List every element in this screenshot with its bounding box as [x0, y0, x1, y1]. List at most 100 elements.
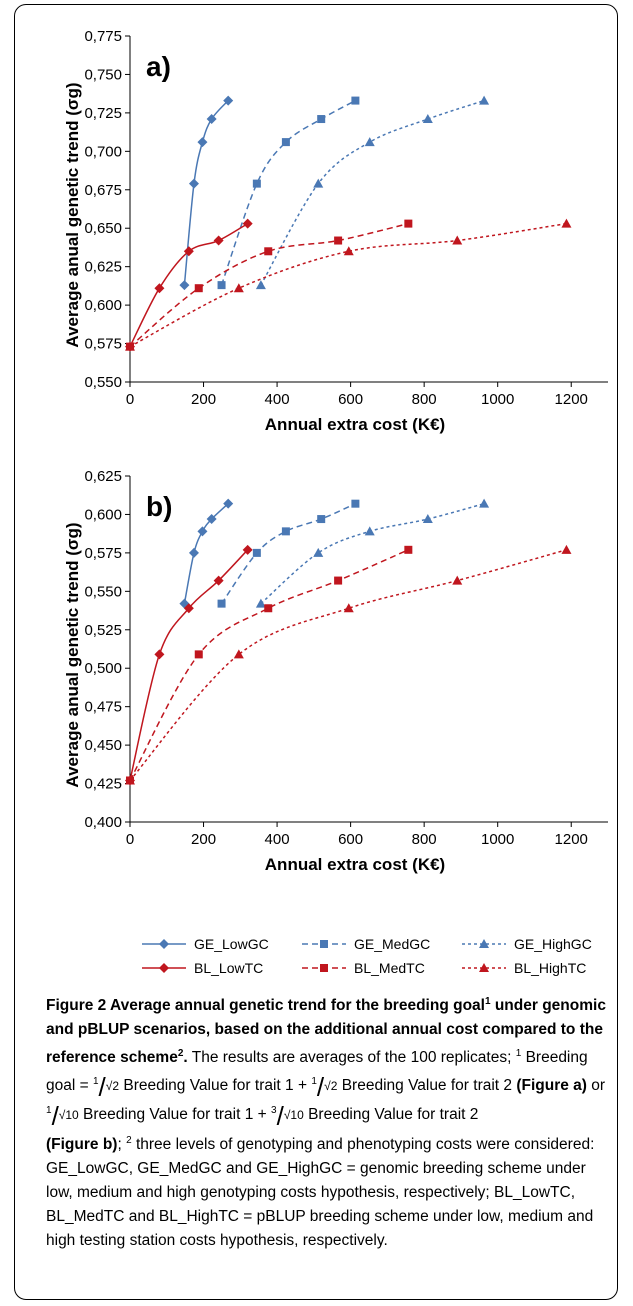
data-point [264, 604, 272, 612]
legend-item: BL_HighTC [460, 960, 620, 976]
y-tick-label: 0,450 [84, 737, 122, 754]
x-axis-label: Annual extra cost (K€) [265, 855, 445, 874]
figure-caption: Figure 2 Average annual genetic trend fo… [46, 990, 606, 1253]
y-tick-label: 0,750 [84, 66, 122, 83]
series-line [222, 504, 356, 604]
series-line [130, 550, 248, 781]
y-tick-label: 0,725 [84, 105, 122, 122]
y-tick-label: 0,575 [84, 545, 122, 562]
y-tick-label: 0,550 [84, 374, 122, 391]
x-tick-label: 600 [338, 831, 363, 848]
data-point [195, 650, 203, 658]
y-tick-label: 0,425 [84, 776, 122, 793]
y-tick-label: 0,600 [84, 297, 122, 314]
series-line [261, 504, 484, 604]
y-tick-label: 0,775 [84, 28, 122, 45]
legend-item: GE_HighGC [460, 936, 620, 952]
y-tick-label: 0,625 [84, 468, 122, 485]
x-tick-label: 200 [191, 391, 216, 408]
data-point [317, 515, 325, 523]
series-line [184, 101, 228, 286]
series-line [130, 550, 566, 781]
x-tick-label: 400 [265, 391, 290, 408]
data-point [253, 180, 261, 188]
x-tick-label: 800 [412, 831, 437, 848]
legend-marker [159, 939, 169, 949]
y-tick-label: 0,700 [84, 143, 122, 160]
x-tick-label: 400 [265, 831, 290, 848]
legend-swatch [300, 937, 348, 951]
chart-panel-a: 0,550 0,575 0,600 0,625 0,650 0,675 0,700 0,725… [0, 0, 633, 440]
legend-swatch [140, 937, 188, 951]
data-point [179, 280, 189, 290]
data-point [189, 179, 199, 189]
data-point [334, 237, 342, 245]
series-line [261, 101, 484, 286]
x-tick-label: 1200 [555, 391, 588, 408]
series-line [222, 101, 356, 286]
x-tick-label: 800 [412, 391, 437, 408]
y-tick-label: 0,525 [84, 622, 122, 639]
legend-swatch [460, 961, 508, 975]
x-tick-label: 0 [126, 391, 134, 408]
data-point [334, 577, 342, 585]
data-point [234, 649, 244, 658]
data-point [189, 548, 199, 558]
data-point [154, 283, 164, 293]
data-point [197, 526, 207, 536]
legend-swatch [460, 937, 508, 951]
x-tick-label: 600 [338, 391, 363, 408]
y-tick-label: 0,625 [84, 259, 122, 276]
data-point [154, 649, 164, 659]
chart-panel-b: 0,400 0,425 0,450 0,475 0,500 0,525 0,550 0,575… [0, 440, 633, 880]
data-point [197, 137, 207, 147]
data-point [282, 527, 290, 535]
data-point [561, 545, 571, 554]
data-point [218, 600, 226, 608]
chart-legend: GE_LowGC GE_MedGC GE_HighGC BL_LowTC BL_… [140, 932, 620, 980]
data-point [365, 526, 375, 535]
series-line [130, 550, 408, 781]
y-tick-label: 0,575 [84, 336, 122, 353]
data-point [351, 500, 359, 508]
data-point [452, 236, 462, 245]
panel-label: a) [146, 51, 171, 82]
data-point [351, 97, 359, 105]
y-tick-label: 0,400 [84, 814, 122, 831]
x-tick-label: 1000 [481, 391, 514, 408]
data-point [243, 219, 253, 229]
legend-item: BL_MedTC [300, 960, 460, 976]
legend-item: GE_MedGC [300, 936, 460, 952]
y-tick-label: 0,675 [84, 182, 122, 199]
x-tick-label: 1000 [481, 831, 514, 848]
x-tick-label: 0 [126, 831, 134, 848]
data-point [404, 220, 412, 228]
y-tick-label: 0,550 [84, 583, 122, 600]
data-point [365, 137, 375, 146]
y-tick-label: 0,500 [84, 660, 122, 677]
data-point [218, 281, 226, 289]
data-point [344, 246, 354, 255]
legend-marker [159, 963, 169, 973]
y-axis-label: Average anual genetic trend (σg) [63, 82, 82, 347]
data-point [214, 236, 224, 246]
series-line [130, 224, 408, 347]
data-point [195, 284, 203, 292]
y-tick-label: 0,650 [84, 220, 122, 237]
legend-marker [320, 940, 328, 948]
legend-marker [320, 964, 328, 972]
y-tick-label: 0,600 [84, 506, 122, 523]
data-point [264, 247, 272, 255]
data-point [317, 115, 325, 123]
data-point [256, 280, 266, 289]
x-tick-label: 1200 [555, 831, 588, 848]
data-point [479, 96, 489, 105]
y-tick-label: 0,475 [84, 699, 122, 716]
data-point [313, 548, 323, 557]
x-axis-label: Annual extra cost (K€) [265, 415, 445, 434]
data-point [253, 549, 261, 557]
data-point [404, 546, 412, 554]
legend-item: GE_LowGC [140, 936, 300, 952]
data-point [423, 114, 433, 123]
data-point [423, 514, 433, 523]
